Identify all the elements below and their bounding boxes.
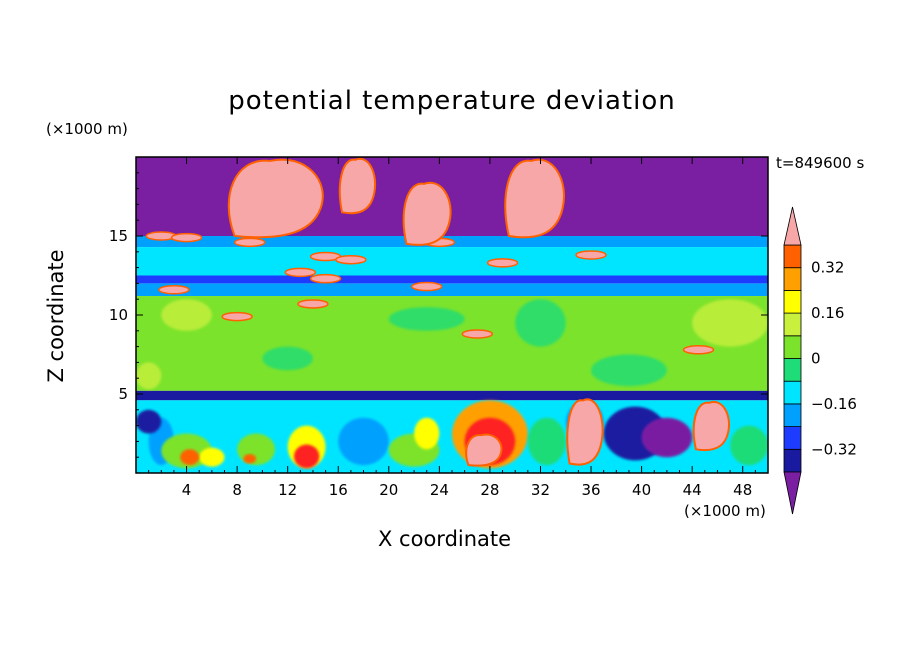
colorbar-segment-8: [783, 267, 802, 291]
colorbar-extend-bottom: [783, 471, 802, 515]
lower-patch-4: [237, 433, 276, 466]
x-tick-label: 20: [379, 481, 398, 499]
band-4: [136, 283, 768, 297]
x-tick-label: 8: [232, 481, 242, 499]
warm-blob-14: [682, 345, 715, 355]
colorbar-label: −0.16: [811, 395, 857, 413]
x-tick-label: 12: [278, 481, 297, 499]
warm-blob-13: [221, 311, 253, 322]
colorbar-label: −0.32: [811, 440, 857, 458]
y-unit-label: (×1000 m): [46, 120, 128, 138]
warm-blob-10: [575, 250, 607, 260]
y-tick-label: 10: [109, 306, 128, 324]
lower-patch-15: [641, 417, 693, 458]
warm-feature-3: [504, 158, 565, 239]
lower-patch-8: [338, 417, 389, 466]
mid-patch-1: [161, 299, 212, 331]
warm-blob-7: [158, 284, 190, 295]
contour-field: [136, 157, 768, 473]
y-tick-label: 5: [118, 385, 128, 403]
x-tick-label: 40: [632, 481, 651, 499]
colorbar-label: 0.32: [811, 259, 844, 277]
warm-feature-0: [227, 158, 324, 239]
x-tick-label: 16: [329, 481, 348, 499]
lower-patch-7: [294, 444, 320, 469]
warm-feature-1: [338, 157, 377, 215]
x-tick-label: 24: [430, 481, 449, 499]
warm-blob-15: [461, 329, 494, 339]
lower-patch-2: [199, 447, 225, 467]
warm-blob-1: [170, 232, 203, 243]
warm-blob-4: [309, 273, 342, 284]
colorbar-segment-7: [783, 289, 802, 314]
band-6: [136, 390, 768, 401]
lower-patch-17: [136, 409, 162, 434]
warm-feature-5: [692, 400, 731, 452]
lower-patch-16: [730, 425, 768, 466]
colorbar-segment-1: [783, 426, 802, 450]
mid-patch-6: [388, 307, 465, 331]
mid-patch-0: [136, 362, 162, 390]
warm-blob-6: [335, 254, 367, 265]
x-tick-label: 32: [531, 481, 550, 499]
x-tick-label: 36: [581, 481, 600, 499]
warm-feature-4: [566, 398, 604, 466]
time-label: t=849600 s: [776, 154, 865, 172]
mid-patch-4: [262, 346, 313, 371]
colorbar-segment-3: [783, 380, 802, 405]
colorbar-segment-6: [783, 312, 802, 337]
colorbar-segment-5: [783, 335, 802, 359]
colorbar-label: 0: [811, 350, 821, 368]
mid-patch-2: [515, 299, 566, 347]
x-unit-label: (×1000 m): [684, 502, 766, 520]
mid-patch-5: [591, 354, 667, 387]
warm-blob-12: [297, 299, 329, 309]
warm-feature-6: [465, 433, 503, 467]
band-2: [136, 247, 768, 276]
x-axis-title: X coordinate: [378, 527, 512, 551]
colorbar-label: 0.16: [811, 304, 844, 322]
lower-patch-5: [243, 454, 257, 464]
band-3: [136, 275, 768, 284]
colorbar-extend-top: [783, 206, 802, 246]
lower-patch-3: [180, 449, 200, 466]
lower-patch-13: [527, 417, 566, 466]
mid-patch-3: [692, 299, 768, 347]
colorbar: 0.32 0.16 0 −0.16 −0.32: [783, 206, 857, 515]
warm-feature-2: [402, 181, 452, 246]
x-tick-label: 28: [480, 481, 499, 499]
warm-blob-5: [284, 267, 317, 278]
colorbar-segment-2: [783, 403, 802, 427]
x-tick-label: 48: [733, 481, 752, 499]
warm-blob-2: [234, 237, 266, 248]
x-tick-label: 44: [683, 481, 702, 499]
warm-blob-9: [486, 258, 519, 268]
colorbar-segment-9: [783, 244, 802, 269]
lower-patch-10: [414, 417, 440, 450]
chart-title: potential temperature deviation: [228, 86, 676, 116]
y-tick-label: 15: [109, 227, 128, 245]
colorbar-segment-0: [783, 448, 802, 473]
colorbar-segment-4: [783, 358, 802, 382]
warm-blob-8: [410, 281, 443, 292]
x-tick-label: 4: [182, 481, 192, 499]
